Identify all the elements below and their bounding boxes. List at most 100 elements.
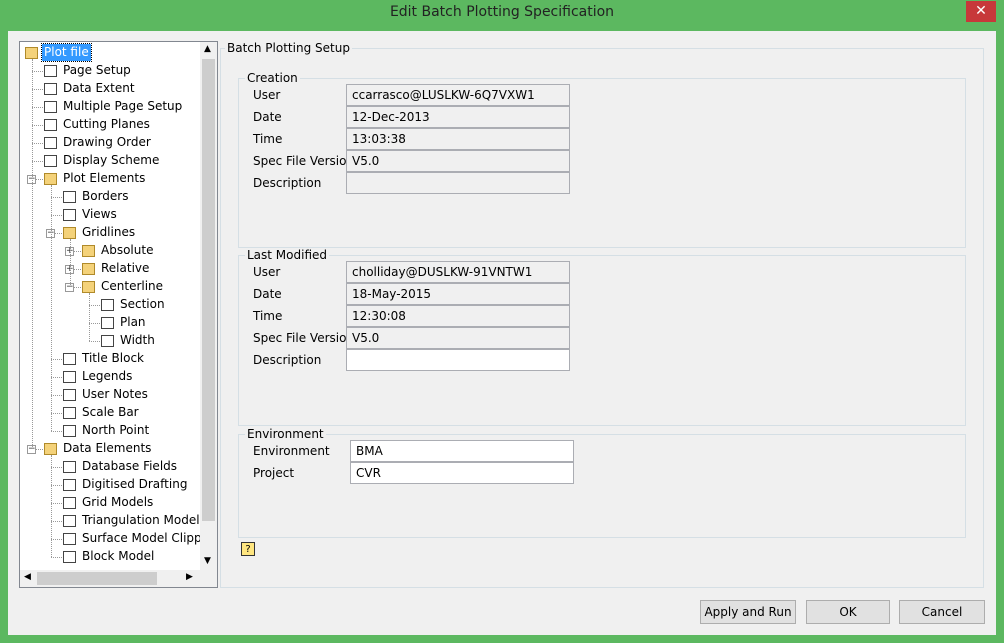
section-title: Creation — [245, 71, 300, 85]
tree-item[interactable]: Page Setup — [61, 62, 133, 79]
scroll-thumb[interactable] — [37, 572, 157, 585]
tree-label[interactable]: Triangulation Models — [82, 513, 200, 527]
tree-connector — [51, 215, 62, 216]
tree-icon — [44, 65, 57, 77]
tree-icon — [63, 551, 76, 563]
tree-item[interactable]: Cutting Planes — [61, 116, 152, 133]
tree-label[interactable]: Digitised Drafting — [82, 477, 188, 491]
tree-label[interactable]: Width — [120, 333, 155, 347]
tree-item[interactable]: Section — [118, 296, 167, 313]
tree-content: Plot file Page Setup Data Extent Multiple P… — [20, 42, 200, 570]
tree-item[interactable]: Block Model — [80, 548, 156, 565]
tree-icon — [63, 371, 76, 383]
text-field: 12:30:08 — [346, 305, 570, 327]
field-label: Project — [253, 466, 295, 480]
tree-item[interactable]: Gridlines — [80, 224, 137, 241]
tree-connector — [70, 269, 81, 270]
text-field[interactable]: CVR — [350, 462, 574, 484]
tree-label[interactable]: Multiple Page Setup — [63, 99, 183, 113]
tree-icon — [44, 155, 57, 167]
tree-label[interactable]: Cutting Planes — [63, 117, 150, 131]
tree-item[interactable]: Data Elements — [61, 440, 153, 457]
tree-icon — [25, 47, 38, 59]
tree-item[interactable]: Surface Model Clippin — [80, 530, 200, 547]
tree-connector — [32, 143, 43, 144]
field-label: Date — [253, 110, 282, 124]
tree-item[interactable]: Legends — [80, 368, 134, 385]
tree-item[interactable]: Centerline — [99, 278, 165, 295]
tree-icon — [82, 263, 95, 275]
tree-label[interactable]: Data Elements — [63, 441, 152, 455]
tree-expander[interactable]: − — [27, 444, 36, 454]
tree-label[interactable]: Absolute — [101, 243, 154, 257]
tree-label[interactable]: Scale Bar — [82, 405, 139, 419]
tree-label[interactable]: Centerline — [101, 279, 164, 293]
section-group — [238, 434, 966, 538]
tree-item[interactable]: Scale Bar — [80, 404, 141, 421]
help-icon[interactable]: ? — [241, 542, 255, 556]
tree-item[interactable]: Borders — [80, 188, 130, 205]
tree-item[interactable]: Drawing Order — [61, 134, 153, 151]
tree-item[interactable]: Views — [80, 206, 119, 223]
tree-label[interactable]: Borders — [82, 189, 129, 203]
tree-item[interactable]: Plan — [118, 314, 148, 331]
tree-expander[interactable]: + — [65, 264, 74, 274]
tree-icon — [44, 119, 57, 131]
tree-label[interactable]: Surface Model Clippin — [82, 531, 200, 545]
text-field[interactable]: BMA — [350, 440, 574, 462]
tree-panel[interactable]: Plot file Page Setup Data Extent Multiple P… — [19, 41, 218, 588]
tree-item[interactable]: Plot Elements — [61, 170, 147, 187]
close-button[interactable]: ✕ — [966, 1, 996, 22]
tree-expander[interactable]: − — [27, 174, 36, 184]
tree-icon — [63, 533, 76, 545]
tree-item[interactable]: Width — [118, 332, 157, 349]
tree-label[interactable]: Relative — [101, 261, 150, 275]
tree-item[interactable]: Display Scheme — [61, 152, 161, 169]
tree-label[interactable]: Gridlines — [82, 225, 136, 239]
tree-item[interactable]: Database Fields — [80, 458, 179, 475]
tree-expander[interactable]: − — [46, 228, 55, 238]
tree-item[interactable]: Digitised Drafting — [80, 476, 189, 493]
tree-item[interactable]: Data Extent — [61, 80, 137, 97]
dialog-button[interactable]: OK — [806, 600, 890, 624]
tree-label[interactable]: Legends — [82, 369, 133, 383]
tree-item[interactable]: User Notes — [80, 386, 150, 403]
tree-label[interactable]: Page Setup — [63, 63, 131, 77]
tree-label[interactable]: Plot file — [41, 43, 92, 62]
tree-item[interactable]: North Point — [80, 422, 151, 439]
scroll-corner — [200, 570, 217, 587]
tree-label[interactable]: Block Model — [82, 549, 155, 563]
tree-expander[interactable]: + — [65, 246, 74, 256]
tree-expander[interactable]: − — [65, 282, 74, 292]
tree-label[interactable]: Plot Elements — [63, 171, 146, 185]
section-title: Environment — [245, 427, 326, 441]
vertical-scrollbar[interactable]: ▲ ▼ — [200, 42, 217, 570]
tree-item[interactable]: Absolute — [99, 242, 155, 259]
tree-label[interactable]: Grid Models — [82, 495, 154, 509]
tree-label[interactable]: User Notes — [82, 387, 148, 401]
tree-label[interactable]: Data Extent — [63, 81, 135, 95]
tree-label[interactable]: Section — [120, 297, 165, 311]
text-field: V5.0 — [346, 327, 570, 349]
tree-item[interactable]: Plot file — [41, 43, 92, 62]
tree-label[interactable]: North Point — [82, 423, 150, 437]
tree-label[interactable]: Views — [82, 207, 117, 221]
tree-item[interactable]: Grid Models — [80, 494, 155, 511]
tree-item[interactable]: Title Block — [80, 350, 146, 367]
tree-label[interactable]: Display Scheme — [63, 153, 160, 167]
tree-item[interactable]: Relative — [99, 260, 151, 277]
tree-label[interactable]: Plan — [120, 315, 146, 329]
dialog-button[interactable]: Apply and Run — [700, 600, 796, 624]
tree-connector — [32, 107, 43, 108]
window-title: Edit Batch Plotting Specification — [389, 4, 615, 20]
tree-label[interactable]: Database Fields — [82, 459, 178, 473]
text-field[interactable] — [346, 349, 570, 371]
tree-label[interactable]: Title Block — [82, 351, 144, 365]
tree-label[interactable]: Drawing Order — [63, 135, 151, 149]
tree-item[interactable]: Multiple Page Setup — [61, 98, 184, 115]
tree-connector — [32, 59, 33, 449]
horizontal-scrollbar[interactable]: ◀ ▶ — [20, 570, 200, 587]
dialog-button[interactable]: Cancel — [899, 600, 985, 624]
scroll-thumb[interactable] — [202, 59, 215, 521]
tree-item[interactable]: Triangulation Models — [80, 512, 200, 529]
